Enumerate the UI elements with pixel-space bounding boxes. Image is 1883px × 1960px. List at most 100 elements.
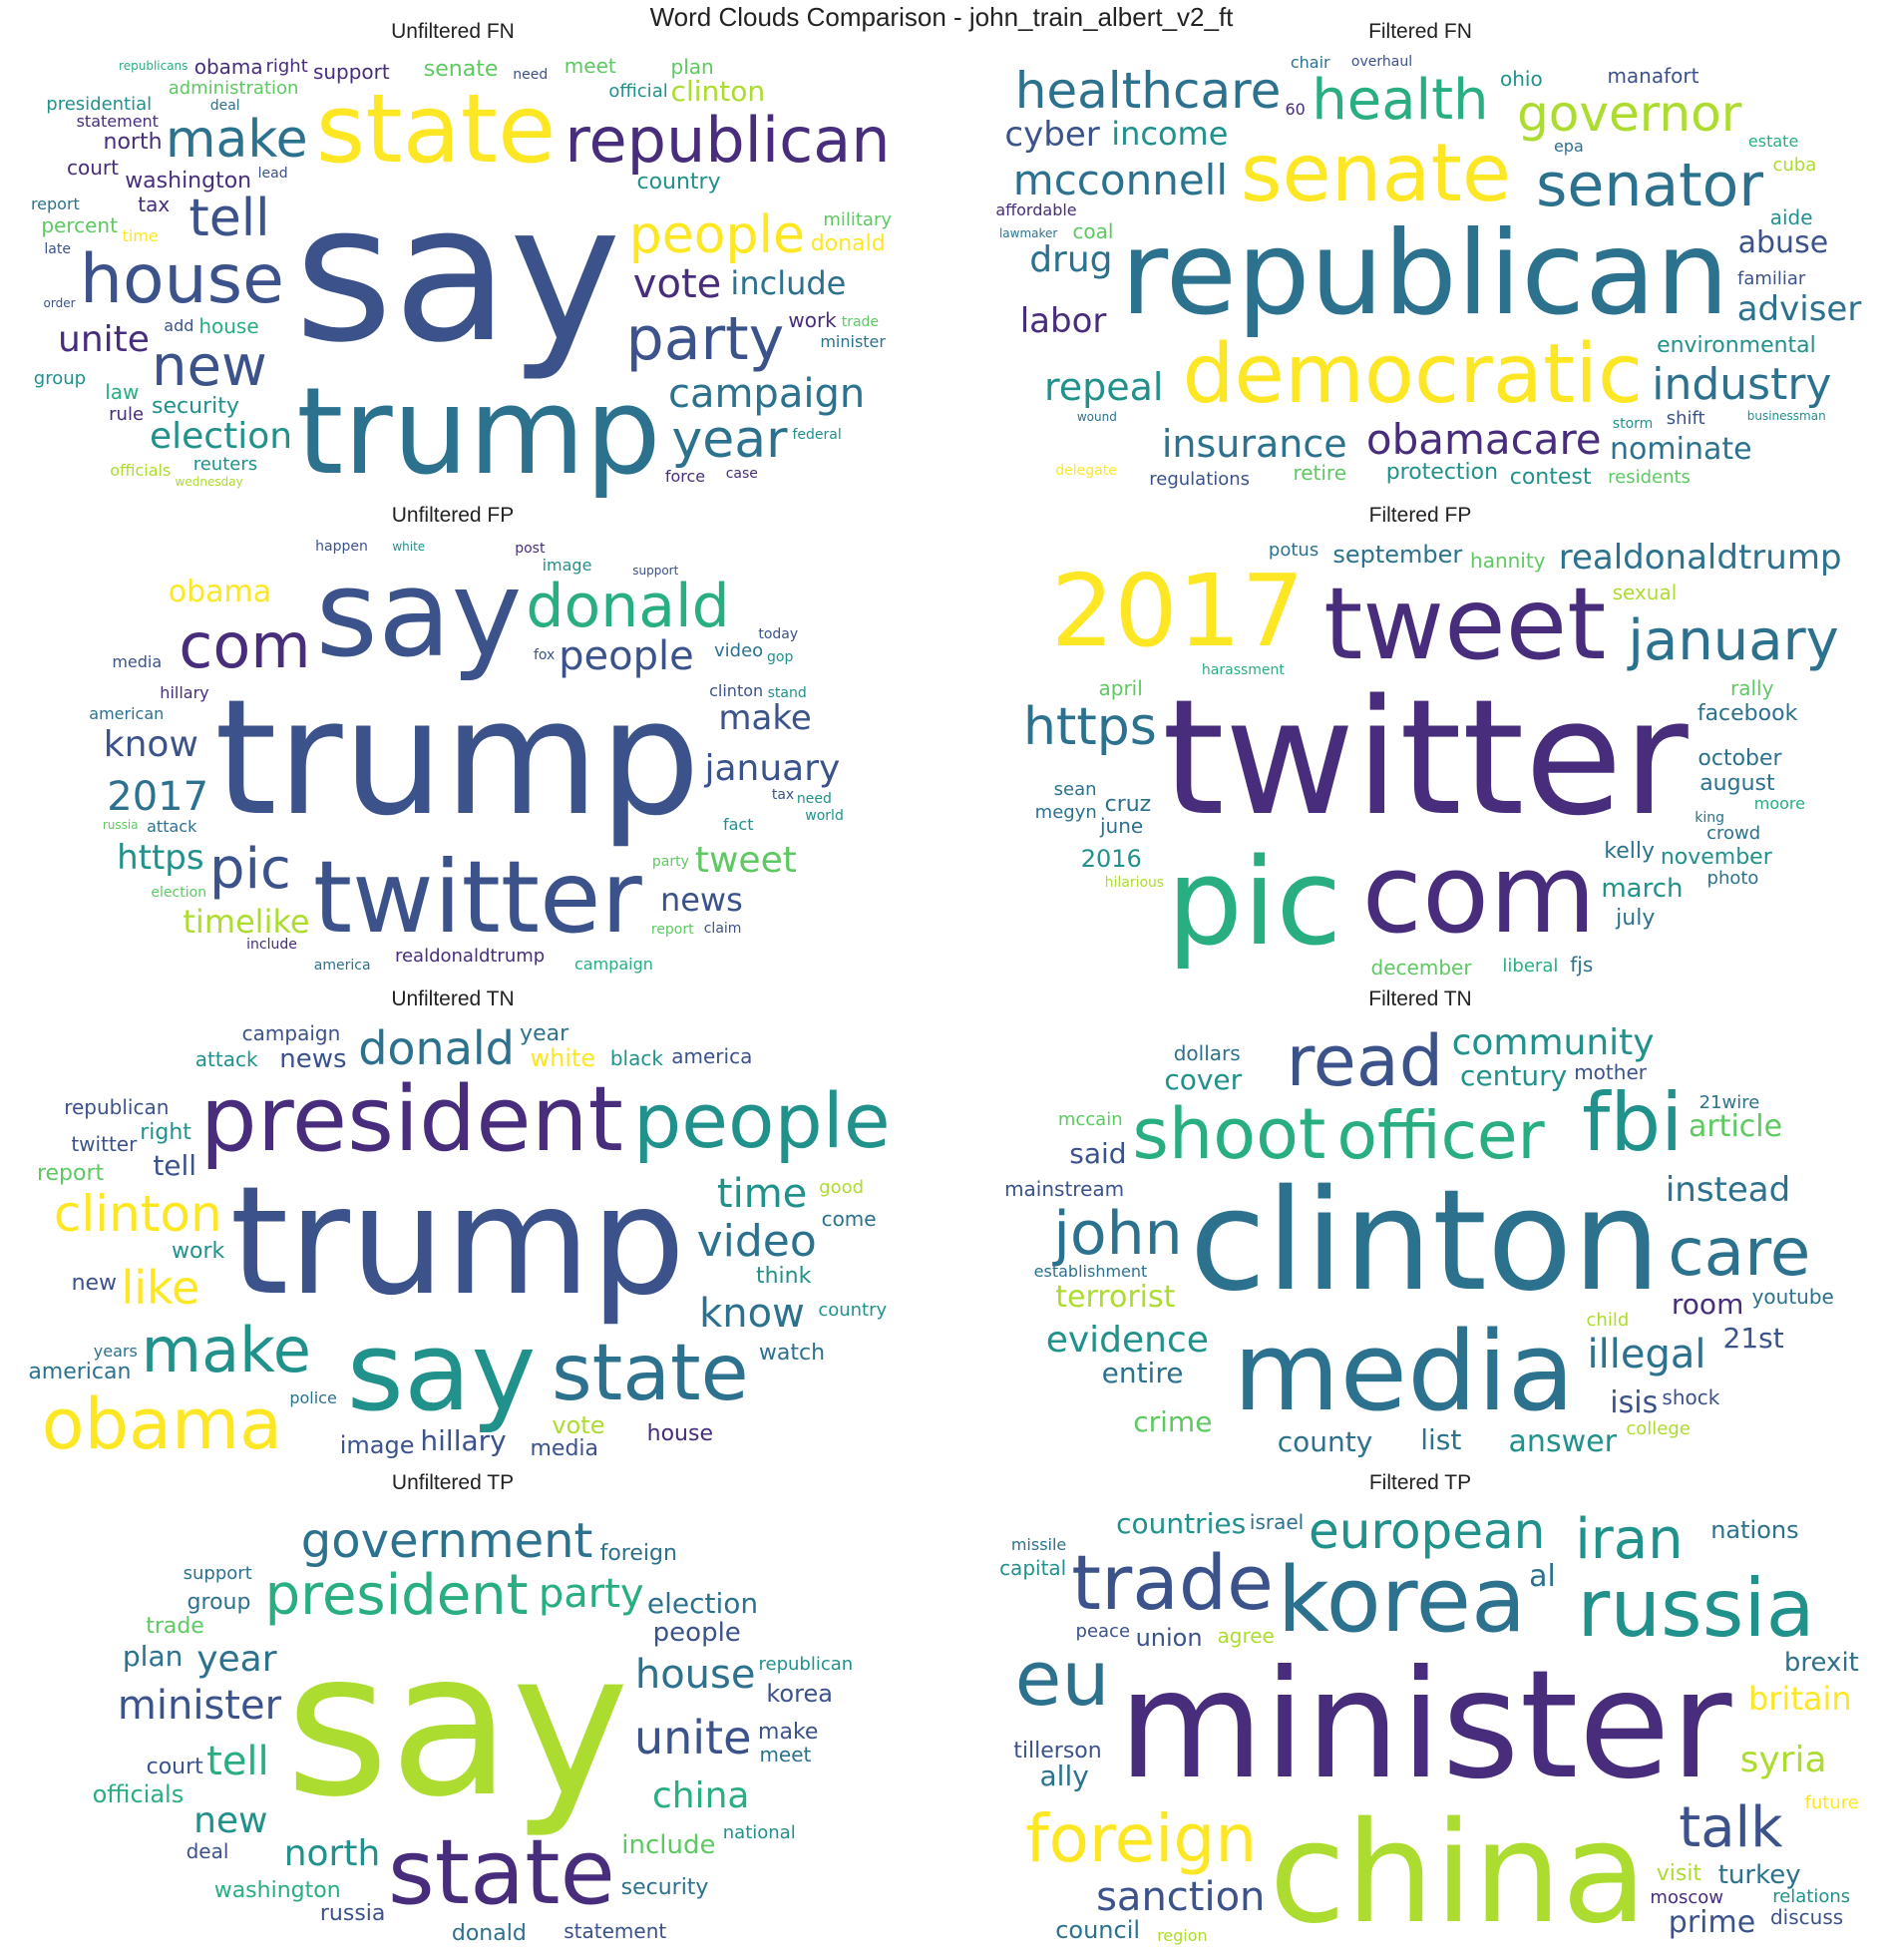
cloud-word: house xyxy=(634,1652,756,1699)
cloud-word: residents xyxy=(1608,467,1691,489)
cloud-word: black xyxy=(609,1046,663,1071)
cloud-word: time xyxy=(122,225,159,245)
cloud-word: government xyxy=(300,1513,593,1570)
cloud-word: crowd xyxy=(1706,823,1761,845)
cloud-word: know xyxy=(103,723,198,765)
cloud-word: court xyxy=(146,1755,203,1780)
cloud-word: attack xyxy=(194,1047,258,1072)
cloud-word: mcconnell xyxy=(1012,155,1229,204)
cloud-word: tell xyxy=(206,1739,269,1785)
cloud-word: https xyxy=(117,837,204,878)
cloud-word: iran xyxy=(1575,1507,1684,1573)
cloud-word: wednesday xyxy=(175,475,243,490)
cloud-word: military xyxy=(823,208,893,230)
panel-unfiltered-fn: Unfiltered FN say trump state house republica… xyxy=(10,20,896,493)
cloud-word: minister xyxy=(1118,1639,1732,1812)
cloud-word: presidential xyxy=(46,93,153,115)
cloud-word: election xyxy=(646,1586,759,1620)
cloud-word: group xyxy=(33,368,87,390)
cloud-word: need xyxy=(513,66,549,83)
cloud-word: election xyxy=(149,416,293,458)
cloud-word: white xyxy=(392,539,426,554)
cloud-word: answer xyxy=(1508,1424,1617,1460)
cloud-word: care xyxy=(1668,1214,1811,1292)
cloud-word: new xyxy=(152,334,267,400)
cloud-word: hannity xyxy=(1470,548,1546,573)
cloud-word: obama xyxy=(168,574,272,609)
cloud-word: prime xyxy=(1668,1905,1756,1941)
cloud-word: like xyxy=(121,1261,200,1316)
cloud-word: deal xyxy=(186,1839,229,1864)
cloud-word: moore xyxy=(1753,794,1805,814)
cloud-word: twitter xyxy=(312,838,642,956)
panel-filtered-fn: Filtered FN republican democratic senate sen… xyxy=(977,20,1863,489)
cloud-word: hillary xyxy=(160,682,209,702)
cloud-word: russia xyxy=(102,817,139,832)
cloud-word: photo xyxy=(1706,868,1759,890)
cloud-word: donald xyxy=(451,1920,527,1946)
cloud-word: storm xyxy=(1612,415,1654,432)
cloud-word: cyber xyxy=(1004,114,1100,155)
cloud-word: america xyxy=(671,1043,753,1068)
cloud-word: make xyxy=(718,697,812,738)
panel-filtered-tn: Filtered TN clinton media officer shoot fbi re… xyxy=(977,987,1863,1457)
cloud-word: manafort xyxy=(1607,63,1699,88)
cloud-word: campaign xyxy=(667,370,866,417)
cloud-word: donald xyxy=(358,1022,515,1075)
cloud-word: nominate xyxy=(1610,432,1752,468)
cloud-word: article xyxy=(1688,1109,1783,1145)
cloud-word: washington xyxy=(213,1877,341,1903)
cloud-word: evidence xyxy=(1045,1320,1209,1362)
cloud-word: nations xyxy=(1710,1515,1799,1544)
cloud-word: israel xyxy=(1249,1510,1305,1535)
cloud-word: lead xyxy=(257,165,288,182)
cloud-word: june xyxy=(1100,814,1144,839)
cloud-word: 21wire xyxy=(1698,1092,1760,1114)
cloud-word: income xyxy=(1111,114,1229,153)
cloud-word: make xyxy=(758,1720,819,1746)
cloud-word: shock xyxy=(1662,1385,1720,1410)
cloud-word: report xyxy=(650,921,694,938)
cloud-word: add xyxy=(164,315,194,335)
cloud-word: county xyxy=(1277,1424,1373,1458)
cloud-word: republican xyxy=(64,1095,170,1120)
cloud-word: officials xyxy=(110,461,172,481)
cloud-word: crime xyxy=(1133,1405,1213,1439)
cloud-word: republican xyxy=(1120,206,1729,341)
cloud-word: unite xyxy=(633,1710,752,1764)
cloud-word: federal xyxy=(792,427,842,444)
cloud-word: american xyxy=(89,703,165,723)
cloud-word: senator xyxy=(1536,150,1764,220)
cloud-word: new xyxy=(71,1270,118,1296)
cloud-word: mainstream xyxy=(1004,1176,1125,1201)
cloud-word: party xyxy=(651,853,689,870)
cloud-word: 2017 xyxy=(107,773,209,820)
cloud-word: new xyxy=(193,1800,268,1842)
panel-filtered-fp: Filtered FP twitter com tweet pic 2017 january… xyxy=(977,504,1863,978)
word-cloud: minister china korea russia trade foreign euro… xyxy=(987,1506,1865,1950)
cloud-word: room xyxy=(1671,1288,1744,1322)
cloud-word: watch xyxy=(758,1340,826,1366)
cloud-word: future xyxy=(1804,1792,1859,1814)
cloud-word: come xyxy=(821,1207,877,1232)
cloud-word: year xyxy=(671,410,788,471)
cloud-word: media xyxy=(1233,1308,1575,1436)
panel-unfiltered-tp: Unfiltered TP say state president government… xyxy=(10,1471,896,1944)
cloud-word: peace xyxy=(1075,1620,1131,1642)
cloud-word: isis xyxy=(1610,1385,1659,1421)
cloud-word: realdonaldtrump xyxy=(394,946,546,968)
cloud-word: donald xyxy=(526,571,730,641)
cloud-word: state xyxy=(551,1328,749,1418)
cloud-word: health xyxy=(1312,67,1489,133)
cloud-word: january xyxy=(704,747,841,789)
cloud-word: minister xyxy=(117,1683,282,1730)
cloud-word: republican xyxy=(758,1653,854,1675)
cloud-word: com xyxy=(1361,830,1597,959)
cloud-word: support xyxy=(312,59,390,84)
cloud-word: senate xyxy=(1240,126,1512,219)
cloud-word: right xyxy=(265,56,308,78)
cloud-word: tillerson xyxy=(1013,1738,1102,1764)
cloud-word: youtube xyxy=(1751,1284,1834,1309)
cloud-word: case xyxy=(725,465,758,482)
cloud-word: lawmaker xyxy=(998,225,1058,240)
